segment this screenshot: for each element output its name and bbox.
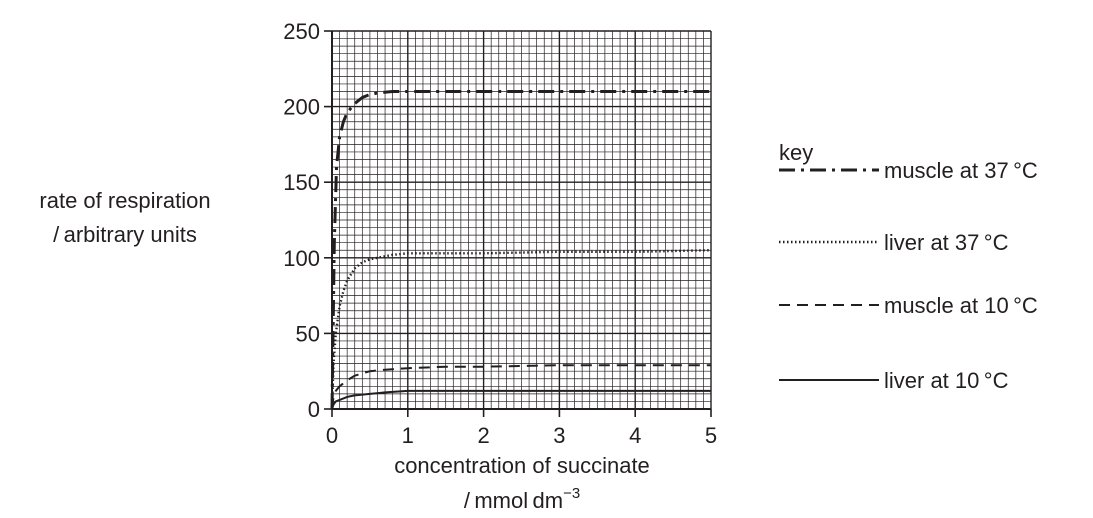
x-tick-label: 1 — [402, 423, 414, 448]
series-line-dashdot — [330, 90, 711, 410]
legend-label: muscle at 10 °C — [884, 293, 1038, 318]
y-tick-label: 0 — [308, 397, 320, 422]
series-line-solid — [331, 389, 711, 410]
series-lines — [330, 90, 712, 410]
tick-labels: 0 50 100 150 200 250 0 1 2 3 4 5 — [283, 19, 717, 448]
y-axis-label-line1: rate of respiration — [39, 188, 210, 213]
x-axis-unit-superscript: −3 — [563, 485, 580, 502]
legend: key muscle at 37 °C liver at 37 °C muscle … — [779, 140, 1038, 393]
legend-title: key — [779, 140, 813, 165]
y-tick-label: 150 — [283, 170, 320, 195]
x-tick-label: 4 — [629, 423, 641, 448]
y-tick-label: 50 — [296, 321, 320, 346]
minor-grid — [332, 31, 711, 409]
x-tick-label: 3 — [553, 423, 565, 448]
x-tick-label: 0 — [326, 423, 338, 448]
x-axis-label-unit: / mmol dm−3 — [464, 485, 580, 513]
x-axis-unit-text: / mmol dm — [464, 488, 563, 513]
legend-label: liver at 37 °C — [884, 230, 1009, 255]
x-tick-label: 2 — [477, 423, 489, 448]
legend-label: muscle at 37 °C — [884, 158, 1038, 183]
y-axis-label-line2: / arbitrary units — [53, 222, 197, 247]
x-tick-label: 5 — [705, 423, 717, 448]
x-axis-label-line1: concentration of succinate — [394, 453, 650, 478]
axes — [324, 30, 712, 417]
series-line-dashed — [331, 364, 711, 410]
y-tick-label: 200 — [283, 95, 320, 120]
y-tick-label: 100 — [283, 246, 320, 271]
y-tick-label: 250 — [283, 19, 320, 44]
legend-label: liver at 10 °C — [884, 368, 1009, 393]
